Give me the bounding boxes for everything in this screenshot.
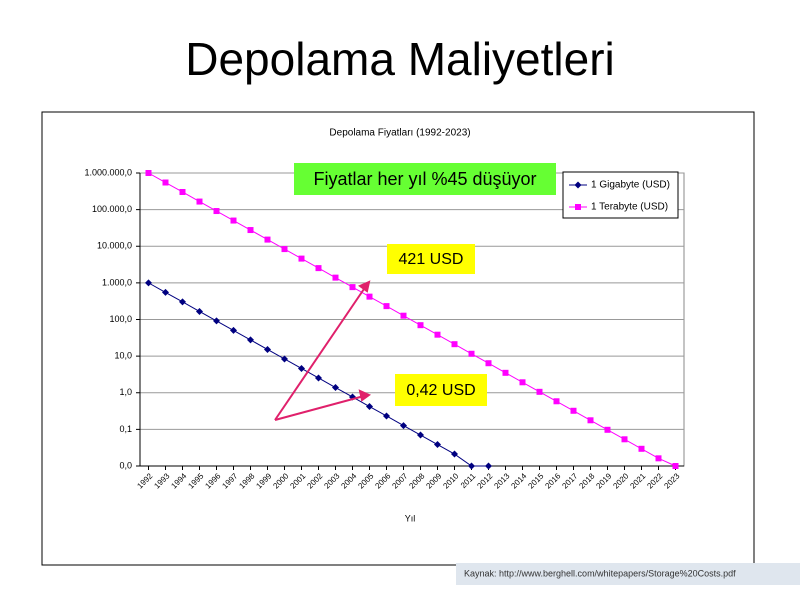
marker — [621, 436, 628, 443]
y-tick-label: 1.000.000,0 — [84, 167, 132, 177]
source: Kaynak: http://www.berghell.com/whitepap… — [464, 568, 736, 578]
marker — [519, 379, 526, 386]
marker — [485, 462, 492, 470]
y-tick-label: 10,0 — [114, 351, 132, 361]
legend-marker — [575, 204, 581, 210]
legend-marker — [574, 181, 582, 189]
marker — [315, 374, 322, 382]
y-tick-label: 0,0 — [119, 460, 132, 470]
marker — [298, 255, 305, 262]
marker — [536, 388, 543, 395]
marker — [417, 431, 424, 439]
marker — [638, 445, 645, 452]
marker — [264, 236, 271, 243]
marker — [196, 198, 203, 205]
marker — [383, 412, 390, 420]
marker — [298, 364, 305, 372]
marker — [230, 217, 237, 224]
plot: 0,0 0,1 1,0 10,0 100,0 1.000,0 10.000,0 100.000… — [84, 167, 685, 490]
chart-title: Depolama Fiyatları (1992-2023) — [329, 128, 470, 139]
marker — [162, 179, 169, 186]
marker — [502, 369, 509, 376]
marker — [570, 407, 577, 414]
marker — [485, 360, 492, 367]
marker — [366, 293, 373, 300]
marker — [332, 384, 339, 392]
annotation-box — [395, 374, 487, 406]
marker — [400, 422, 407, 430]
slide-title: Depolama Maliyetleri — [185, 33, 615, 85]
marker — [145, 170, 152, 176]
marker — [315, 265, 322, 272]
marker — [145, 279, 152, 287]
x-axis-label: Yıl — [405, 513, 416, 523]
marker — [349, 284, 356, 291]
marker — [247, 227, 254, 234]
marker — [281, 355, 288, 363]
arrow-head — [357, 280, 371, 293]
marker — [383, 303, 390, 310]
annotation-box — [387, 244, 475, 274]
marker — [247, 336, 254, 344]
marker — [468, 350, 475, 357]
arrow — [274, 285, 367, 421]
marker — [213, 208, 220, 215]
marker — [468, 462, 475, 470]
marker — [655, 455, 662, 462]
marker — [332, 274, 339, 281]
arrow — [274, 395, 365, 421]
marker — [179, 188, 186, 195]
y-tick-label: 100.000,0 — [92, 204, 132, 214]
y-tick-label: 1,0 — [119, 387, 132, 397]
marker — [604, 426, 611, 433]
marker — [553, 398, 560, 405]
marker — [434, 331, 441, 338]
y-tick-label: 0,1 — [119, 424, 132, 434]
arrow-head — [358, 389, 372, 402]
marker — [213, 317, 220, 325]
marker — [451, 450, 458, 458]
arrows — [274, 280, 372, 421]
marker — [196, 307, 203, 315]
marker — [434, 441, 441, 449]
marker — [417, 322, 424, 329]
annotation-box — [294, 163, 556, 195]
marker — [587, 417, 594, 424]
y-tick-label: 100,0 — [109, 314, 132, 324]
marker — [162, 288, 169, 296]
legend-label: 1 Gigabyte (USD) — [591, 180, 670, 191]
y-tick-label: 1.000,0 — [102, 277, 132, 287]
y-tick-label: 10.000,0 — [97, 241, 132, 251]
annotation: 0,42 USD — [406, 382, 475, 399]
marker — [400, 312, 407, 319]
marker — [451, 341, 458, 348]
marker — [179, 298, 186, 306]
marker — [264, 345, 271, 353]
source-box — [456, 563, 800, 585]
marker — [230, 326, 237, 334]
marker — [366, 403, 373, 411]
marker — [672, 463, 679, 469]
annotation: Fiyatlar her yıl %45 düşüyor — [313, 169, 536, 189]
annotation: 421 USD — [399, 251, 464, 268]
legend-label: 1 Terabyte (USD) — [591, 202, 668, 213]
marker — [281, 246, 288, 253]
legend-box — [562, 171, 679, 219]
